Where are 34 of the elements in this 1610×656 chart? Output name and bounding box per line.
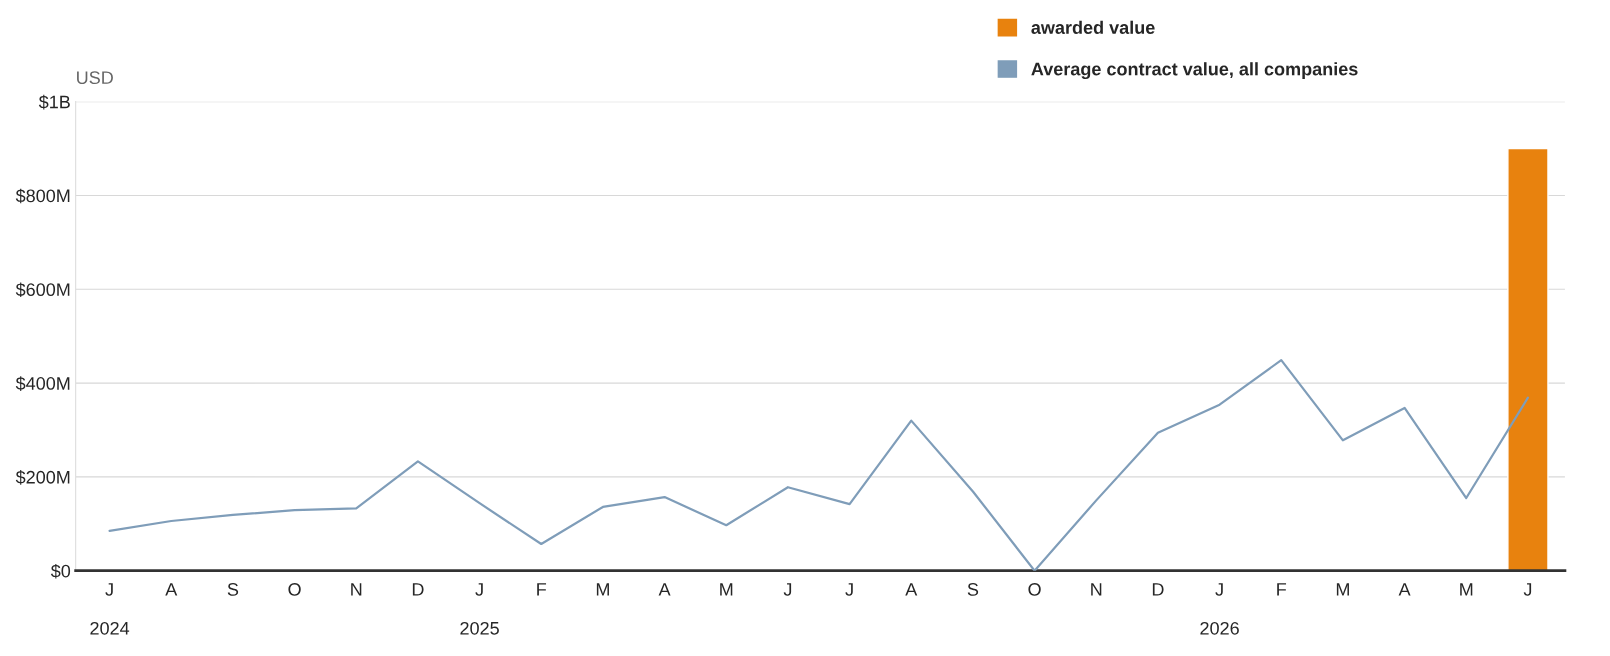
x-tick-label: J [783,583,792,596]
y-tick-label: $600M [15,282,70,298]
y-tick-label: $0 [50,563,71,579]
category-label: J 2026 [1200,583,1239,635]
x-tick-label: A [905,583,918,596]
x-tick-label: S [967,583,979,596]
x-tick-label: N [1091,583,1102,596]
x-tick-label: A [165,583,178,596]
x-tick-label: A [658,583,671,596]
legend-label: Average contract value, all companies [1031,62,1358,80]
y-axis-title: USD [77,71,113,85]
legend-label: awarded value [1031,20,1155,34]
x-tick-label: M [720,583,733,596]
y-tick-label: $800M [15,188,70,204]
x-tick-label: M [596,583,609,596]
category-label: J 2025 [460,583,499,635]
x-tick-label: D [1152,583,1164,596]
x-tick-label: M [1336,583,1349,596]
x-tick-label: M [1460,583,1473,596]
x-tick-label: A [1398,583,1411,596]
x-tick-label: D [412,583,424,596]
x-tick-label: S [227,583,239,596]
x-tick-label: N [351,583,362,596]
y-tick-label: $1B [38,94,70,110]
x-tick-label: F [537,583,547,596]
x-tick-label: J [1523,583,1532,596]
category-label: J 2024 [90,583,130,635]
x-tick-label: O [288,583,301,596]
y-tick-label: $200M [15,470,70,485]
x-tick-label: J [845,583,853,596]
x-tick-label: F [1277,583,1287,596]
y-tick-label: $400M [15,376,70,391]
line-series [108,359,1530,571]
x-tick-label: O [1028,583,1041,596]
